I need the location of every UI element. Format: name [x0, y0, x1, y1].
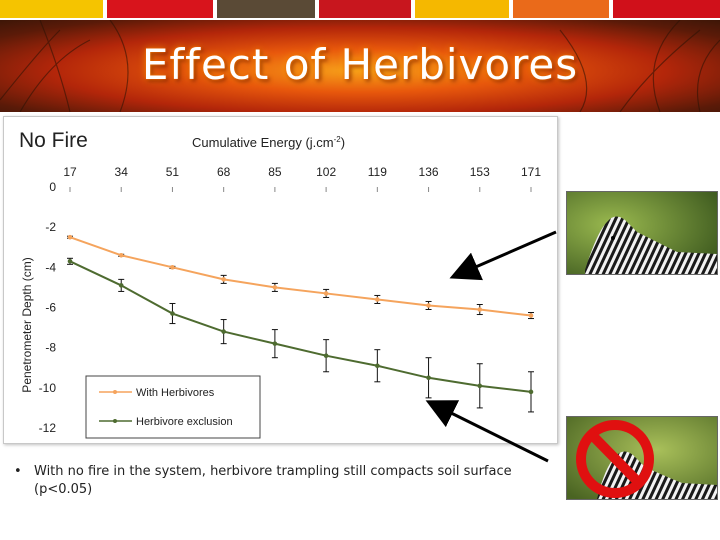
legend-box	[85, 375, 261, 439]
data-point	[375, 297, 380, 302]
x-axis-title-text: Cumulative Energy (j.cm	[192, 135, 334, 150]
legend-label-with-herbivores: With Herbivores	[136, 387, 215, 399]
y-tick-label: -6	[45, 301, 56, 315]
slide-title: Effect of Herbivores	[141, 40, 579, 89]
y-tick-label: -2	[45, 220, 56, 234]
legend-marker-with-herbivores	[113, 390, 117, 394]
data-point	[221, 277, 226, 282]
zebra-photo-bottom	[566, 416, 718, 500]
data-point	[528, 313, 534, 318]
x-tick-label: 171	[521, 165, 541, 179]
header-stripe	[319, 0, 411, 18]
header-stripe	[415, 0, 509, 18]
data-point	[272, 341, 278, 346]
legend: With Herbivores Herbivore exclusion	[85, 375, 261, 439]
series-line	[69, 260, 532, 393]
x-axis-title-sup: -2	[334, 135, 342, 144]
data-point	[170, 311, 175, 316]
x-tick-label: 17	[63, 165, 77, 179]
legend-label-herbivore-exclusion: Herbivore exclusion	[136, 416, 233, 428]
x-tick-label: 34	[115, 165, 129, 179]
bullet-marker: •	[14, 464, 22, 479]
legend-marker-herbivore-exclusion	[113, 419, 117, 423]
x-tick-label: 102	[316, 165, 336, 179]
panel-label: No Fire	[19, 129, 88, 152]
fire-banner: Effect of Herbivores	[0, 20, 720, 112]
data-point	[272, 285, 278, 290]
y-tick-label: -12	[39, 421, 57, 435]
series-line	[69, 236, 532, 317]
data-point	[323, 291, 329, 296]
header-stripe	[217, 0, 315, 18]
prohibition-icon	[576, 420, 654, 498]
grass-silhouette	[0, 20, 720, 112]
y-tick-label: -10	[39, 381, 57, 395]
header-stripe	[0, 0, 103, 18]
y-tick-label: -8	[45, 341, 56, 355]
bullet-point: • With no fire in the system, herbivore …	[14, 463, 534, 499]
data-point	[67, 234, 73, 240]
chart-panel: No Fire Cumulative Energy (j.cm-2) Penet…	[3, 116, 558, 444]
zebra-photo-top	[566, 191, 718, 275]
x-axis-title: Cumulative Energy (j.cm-2)	[192, 135, 345, 150]
data-point	[118, 283, 124, 288]
x-tick-label: 136	[419, 165, 439, 179]
x-tick-label: 153	[470, 165, 490, 179]
data-point	[477, 307, 483, 312]
line-chart: Cumulative Energy (j.cm-2) Penetrometer …	[20, 135, 541, 439]
y-tick-label: -4	[45, 260, 56, 274]
header-stripes	[0, 0, 720, 20]
data-point	[426, 303, 431, 308]
data-point	[528, 389, 534, 395]
data-point	[170, 265, 175, 270]
data-point	[477, 383, 483, 389]
x-axis-title-end: )	[341, 135, 345, 150]
data-point	[67, 259, 73, 264]
y-axis-title: Penetrometer Depth (cm)	[20, 257, 34, 392]
data-point	[118, 252, 124, 258]
bullet-text: With no fire in the system, herbivore tr…	[34, 464, 512, 497]
data-point	[323, 353, 329, 358]
zebra-photo-with-prohibition-sign	[567, 417, 717, 499]
x-tick-label: 51	[166, 165, 180, 179]
data-point	[426, 375, 431, 381]
zebra-photo	[567, 192, 717, 274]
header-stripe	[613, 0, 720, 18]
header-stripe	[107, 0, 213, 18]
x-tick-label: 85	[268, 165, 282, 179]
data-point	[375, 363, 380, 369]
x-tick-label: 119	[368, 165, 387, 179]
x-tick-label: 68	[217, 165, 231, 179]
y-tick-label: 0	[49, 180, 56, 194]
data-point	[221, 329, 226, 334]
header-stripe	[513, 0, 609, 18]
